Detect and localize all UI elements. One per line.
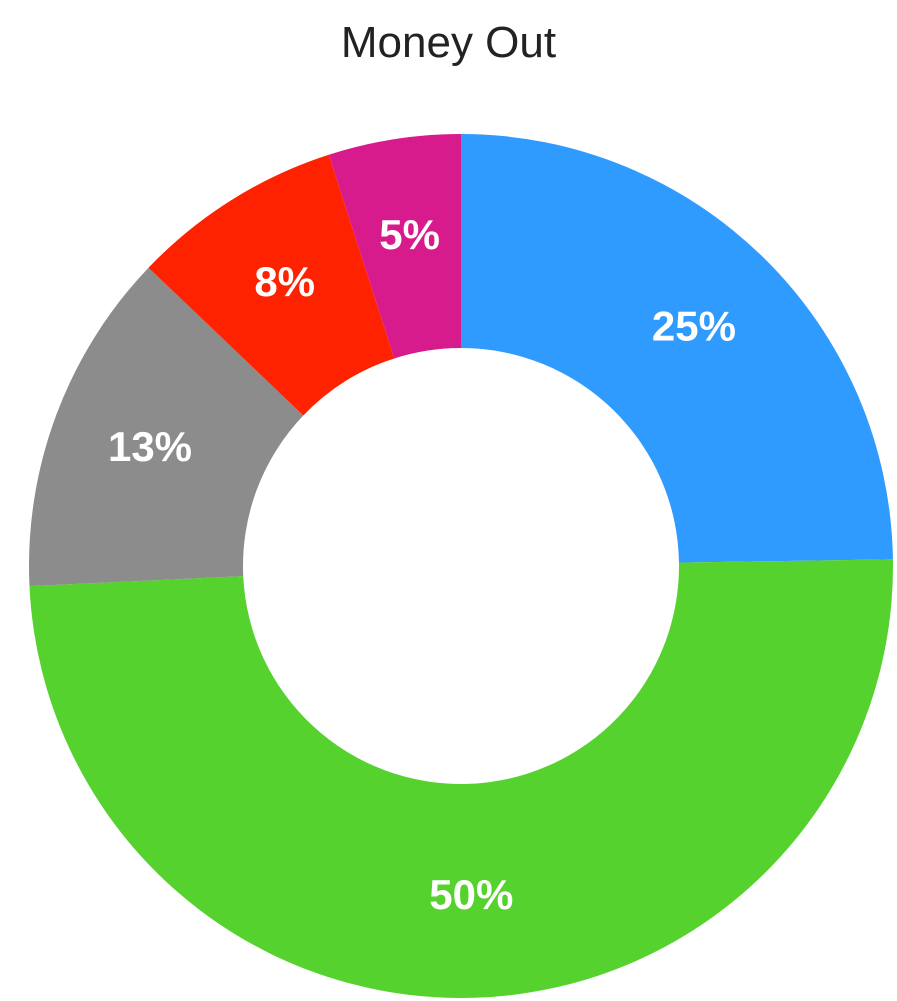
slice-label: 25% <box>652 303 736 350</box>
slice-8-percent <box>148 154 395 416</box>
slice-label: 5% <box>379 211 440 258</box>
slice-label: 8% <box>254 258 315 305</box>
slice-25-percent <box>461 134 893 563</box>
slice-label: 50% <box>429 871 513 918</box>
labels-layer: 25% 50% 13% 8% 5% <box>108 211 736 918</box>
slice-label: 13% <box>108 423 192 470</box>
slices-layer <box>29 134 893 999</box>
slice-5-percent <box>328 134 461 359</box>
slice-13-percent <box>29 267 304 587</box>
slice-50-percent <box>29 559 893 999</box>
chart-title: Money Out <box>340 18 557 67</box>
